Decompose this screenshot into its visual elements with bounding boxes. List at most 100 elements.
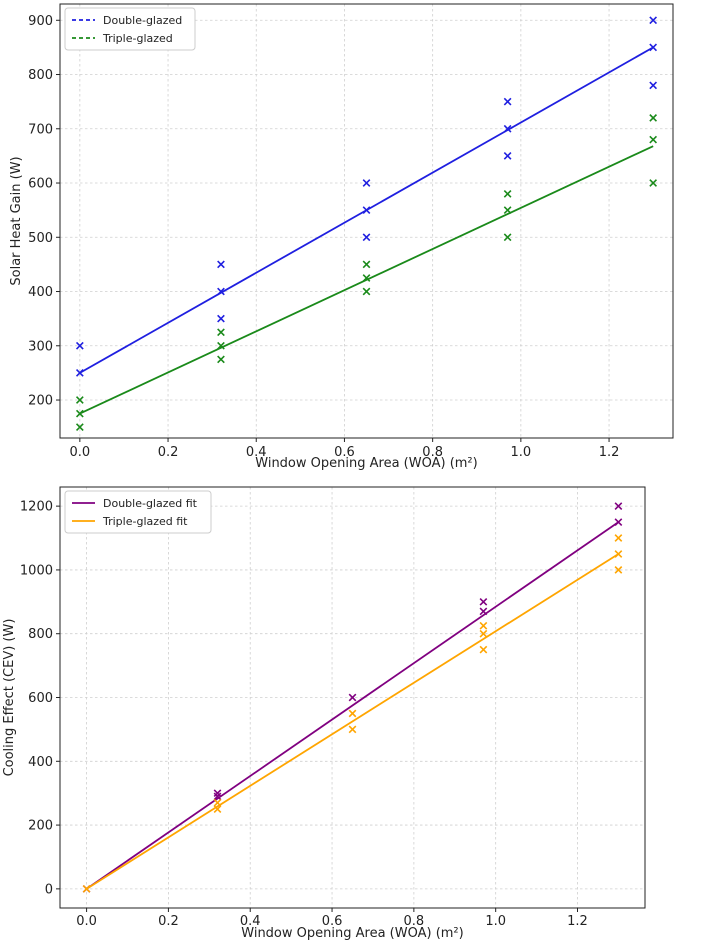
marker-stroke <box>217 355 225 364</box>
data-point <box>75 423 84 432</box>
y-axis-label: Solar Heat Gain (W) <box>9 156 24 285</box>
marker-stroke <box>348 693 357 702</box>
marker-stroke <box>217 341 225 350</box>
marker-stroke <box>479 607 488 616</box>
data-point <box>503 124 512 133</box>
y-tick-label: 700 <box>28 122 53 137</box>
y-tick-label: 400 <box>28 285 53 300</box>
x-tick-label: 0.0 <box>76 914 97 929</box>
marker-stroke <box>649 135 658 144</box>
marker-stroke <box>649 114 658 122</box>
y-tick-label: 900 <box>28 14 53 29</box>
x-tick-label: 0.0 <box>70 445 91 460</box>
data-point <box>362 287 371 296</box>
data-point <box>362 260 371 269</box>
data-point <box>649 114 658 122</box>
data-point <box>649 135 658 144</box>
y-tick-label: 800 <box>28 68 53 83</box>
y-tick-label: 1200 <box>20 500 53 515</box>
marker-stroke <box>649 43 658 52</box>
marker-stroke <box>503 206 512 215</box>
data-point <box>479 645 488 654</box>
data-point <box>362 179 371 187</box>
data-point <box>479 607 488 616</box>
data-point <box>348 709 357 718</box>
marker-stroke <box>217 260 225 269</box>
marker-stroke <box>75 423 84 432</box>
fit-line-triple <box>79 145 654 415</box>
marker-stroke <box>362 260 371 269</box>
marker-stroke <box>75 409 84 418</box>
y-tick-label: 1000 <box>20 563 53 578</box>
data-point <box>614 534 623 542</box>
data-point <box>362 274 371 282</box>
marker-stroke <box>217 287 225 296</box>
data-point <box>503 190 512 198</box>
data-point <box>82 884 91 893</box>
marker-stroke <box>614 550 623 558</box>
data-point <box>503 206 512 215</box>
y-tick-label: 400 <box>28 755 53 770</box>
legend-label: Triple-glazed fit <box>102 515 188 528</box>
plot-frame <box>59 3 674 439</box>
data-point <box>649 81 658 90</box>
data-point <box>479 597 488 606</box>
marker-stroke <box>479 629 488 638</box>
marker-stroke <box>362 206 371 215</box>
x-tick-label: 0.2 <box>158 914 179 929</box>
data-point <box>213 805 222 813</box>
y-tick-label: 800 <box>28 627 53 642</box>
data-point <box>348 725 357 734</box>
x-tick-label: 1.2 <box>599 445 620 460</box>
x-tick-label: 1.0 <box>511 445 532 460</box>
marker-stroke <box>75 341 84 350</box>
data-point <box>217 260 225 269</box>
data-point <box>614 518 623 526</box>
data-point <box>213 798 222 807</box>
data-point <box>614 502 623 511</box>
y-tick-label: 500 <box>28 231 53 246</box>
marker-stroke <box>362 179 371 187</box>
marker-stroke <box>362 287 371 296</box>
legend-label: Triple-glazed <box>102 32 173 45</box>
legend: Double-glazed fit Triple-glazed fit <box>64 490 212 534</box>
data-point <box>479 629 488 638</box>
legend-label: Double-glazed <box>103 14 182 27</box>
cooling-effect-chart: 0.0 0.2 0.4 0.6 0.8 1.0 1.2 0 200 400 600 800 1000 12… <box>2 486 646 941</box>
marker-stroke <box>503 97 512 106</box>
data-point <box>614 566 623 574</box>
legend-label: Double-glazed fit <box>103 497 198 510</box>
x-tick-label: 1.0 <box>485 914 506 929</box>
data-point <box>217 328 225 337</box>
data-point <box>503 97 512 106</box>
marker-stroke <box>75 369 84 377</box>
data-point <box>213 789 222 798</box>
data-point <box>348 693 357 702</box>
data-point <box>217 355 225 364</box>
data-point <box>75 341 84 350</box>
fit-line-double <box>86 521 619 890</box>
marker-stroke <box>614 518 623 526</box>
data-point <box>217 314 225 323</box>
marker-stroke <box>649 179 658 187</box>
x-axis-label: Window Opening Area (WOA) (m²) <box>255 456 477 471</box>
marker-stroke <box>649 16 658 25</box>
data-point <box>75 409 84 418</box>
marker-stroke <box>75 396 84 404</box>
y-tick-label: 200 <box>28 394 53 409</box>
marker-stroke <box>82 884 91 893</box>
solar-heat-gain-chart: 0.0 0.2 0.4 0.6 0.8 1.0 1.2 200 300 400 500 600 700 8… <box>9 3 674 471</box>
y-tick-label: 200 <box>28 819 53 834</box>
marker-stroke <box>503 190 512 198</box>
legend-box <box>64 490 212 534</box>
marker-stroke <box>503 124 512 133</box>
marker-stroke <box>362 274 371 282</box>
data-point <box>614 550 623 558</box>
data-point <box>503 152 512 160</box>
data-point <box>217 287 225 296</box>
data-point <box>503 233 512 242</box>
x-tick-label: 0.6 <box>334 445 355 460</box>
marker-stroke <box>479 621 488 630</box>
x-tick-label: 0.8 <box>404 914 425 929</box>
